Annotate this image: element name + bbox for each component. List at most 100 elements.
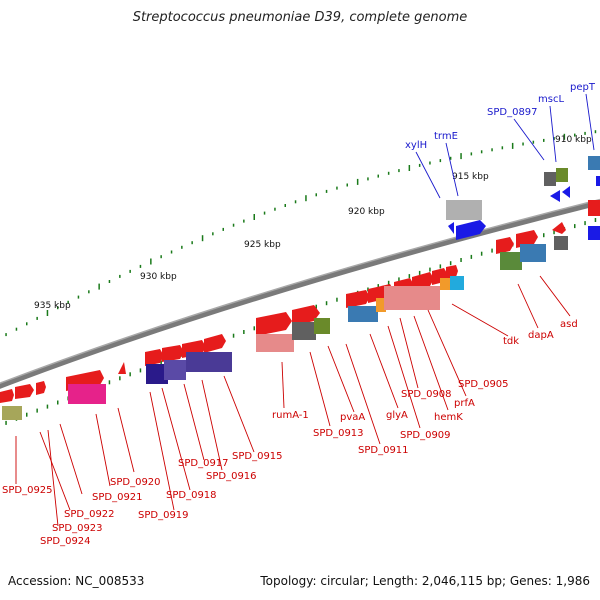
ruler-tick [108,280,111,283]
gene-label-spd0925[interactable]: SPD_0925 [2,485,53,496]
gene-box-spd0913[interactable] [292,322,316,340]
gene-box-ruma1[interactable] [256,334,294,352]
lane-tick [315,304,317,309]
gene-label-spd0905[interactable]: SPD_0905 [458,379,509,390]
lane-tick [594,218,597,222]
map-title: Streptococcus pneumoniae D39, complete g… [132,10,468,25]
gene-label-mscl[interactable]: mscL [538,94,564,105]
gene-label-spd0908[interactable]: SPD_0908 [401,389,452,400]
gene-arrow-dapa[interactable] [516,230,538,248]
gene-arrow-prfa[interactable] [446,265,458,279]
gene-box-spd0916[interactable] [186,352,232,372]
gene-arrow-spd0897[interactable] [550,190,560,202]
gene-box-pept[interactable] [588,156,600,170]
gene-label-spd0924[interactable]: SPD_0924 [40,536,91,547]
ruler-tick [170,250,173,254]
leader-line [95,413,111,487]
gene-label-spd0922[interactable]: SPD_0922 [64,509,115,520]
leader-line [223,375,255,453]
gene-arrow-spd0920[interactable] [118,362,126,374]
gene-label-trme[interactable]: trmE [434,131,458,142]
gene-box-spd0911[interactable] [348,306,378,322]
gene-label-dapa[interactable]: dapA [528,330,554,341]
gene-arrow-spd0911[interactable] [346,290,370,308]
gene-label-spd0918[interactable]: SPD_0918 [166,490,217,501]
ruler-tick [77,295,80,299]
leader-line [39,431,71,511]
gene-box-dapa[interactable] [520,244,546,262]
gene-box-pvaa[interactable] [314,318,330,334]
gene-arrow-spd0918[interactable] [162,345,184,362]
gene-arrow-asd-small[interactable] [552,222,566,234]
ruler-tick [594,130,597,134]
gene-label-spd0897[interactable]: SPD_0897 [487,107,538,118]
gene-label-asd[interactable]: asd [560,319,578,330]
gene-leader-lines-reverse [415,93,595,199]
leader-line [451,303,509,337]
gene-box-spd0921[interactable] [68,384,106,404]
gene-label-prfa[interactable]: prfA [454,398,475,409]
gene-label-spd0917[interactable]: SPD_0917 [178,458,229,469]
gene-arrow-xylh[interactable] [448,222,454,234]
gene-arrow-ruma1[interactable] [256,312,292,336]
ruler-tick [305,195,307,202]
ruler-tick [429,161,431,165]
gene-arrow-spd0916[interactable] [204,334,226,353]
gene-label-glya[interactable]: glyA [386,410,408,421]
gene-arrow-mscl[interactable] [562,186,570,198]
lane-tick [460,258,462,262]
gene-arrow-spd0925[interactable] [0,389,14,403]
gene-box-spd0905[interactable] [450,276,464,290]
lane-tick [243,330,245,334]
gene-label-spd0909[interactable]: SPD_0909 [400,430,451,441]
gene-label-spd0911[interactable]: SPD_0911 [358,445,409,456]
leader-line [415,151,441,199]
leader-line [445,142,459,197]
gene-label-spd0916[interactable]: SPD_0916 [206,471,257,482]
gene-box-spd0909[interactable] [384,286,440,310]
lane-tick [36,408,38,413]
gene-label-spd0920[interactable]: SPD_0920 [110,477,161,488]
gene-box-spd0908[interactable] [440,278,450,290]
gene-arrow-spd0913[interactable] [292,305,320,326]
lane-tick [336,297,338,302]
gene-arrow-spd0923[interactable] [36,381,46,395]
gene-box-xylh[interactable] [446,200,482,220]
lane-tick [367,287,369,292]
ruler-tick [222,227,224,231]
gene-box-mscl[interactable] [556,168,568,182]
gene-label-spd0919[interactable]: SPD_0919 [138,510,189,521]
lane-tick [480,251,483,256]
gene-label-spd0921[interactable]: SPD_0921 [92,492,143,503]
lane-tick [449,261,452,266]
ruler-tick [408,165,411,171]
gene-label-spd0923[interactable]: SPD_0923 [52,523,103,534]
gene-label-pvaa[interactable]: pvaA [340,412,365,423]
lane-tick [553,230,555,235]
ruler-tick [470,152,473,156]
gene-box-glya[interactable] [376,298,386,312]
gene-arrow-trme[interactable] [456,220,486,240]
gene-label-pept[interactable]: pepT [570,82,596,93]
gene-arrow-spd0924[interactable] [15,384,34,399]
gene-label-xylh[interactable]: xylH [405,140,427,151]
gene-arrow-pept-c[interactable] [588,200,600,216]
gene-label-ruma1[interactable]: rumA-1 [272,410,309,421]
ruler-label-935: 935 kbp [34,301,71,311]
gene-box-spd0897[interactable] [544,172,556,186]
gene-box-asd[interactable] [554,236,568,250]
gene-box-tdk[interactable] [500,252,522,270]
ruler-tick [325,189,328,193]
gene-box-spd0917[interactable] [164,360,186,380]
gene-arrow-pept-b[interactable] [596,176,600,186]
gene-box-spd0918[interactable] [146,364,168,384]
gene-label-spd0915[interactable]: SPD_0915 [232,451,283,462]
gene-arrow-pept-d[interactable] [588,226,600,240]
gene-label-tdk[interactable]: tdk [503,336,519,347]
leader-line [413,315,449,411]
gene-label-hemk[interactable]: hemK [434,412,463,423]
gene-arrow-tdk[interactable] [496,237,514,254]
gene-label-spd0913[interactable]: SPD_0913 [313,428,364,439]
gene-arrow-spd0919[interactable] [145,349,164,366]
gene-box-spd0925[interactable] [2,406,22,420]
